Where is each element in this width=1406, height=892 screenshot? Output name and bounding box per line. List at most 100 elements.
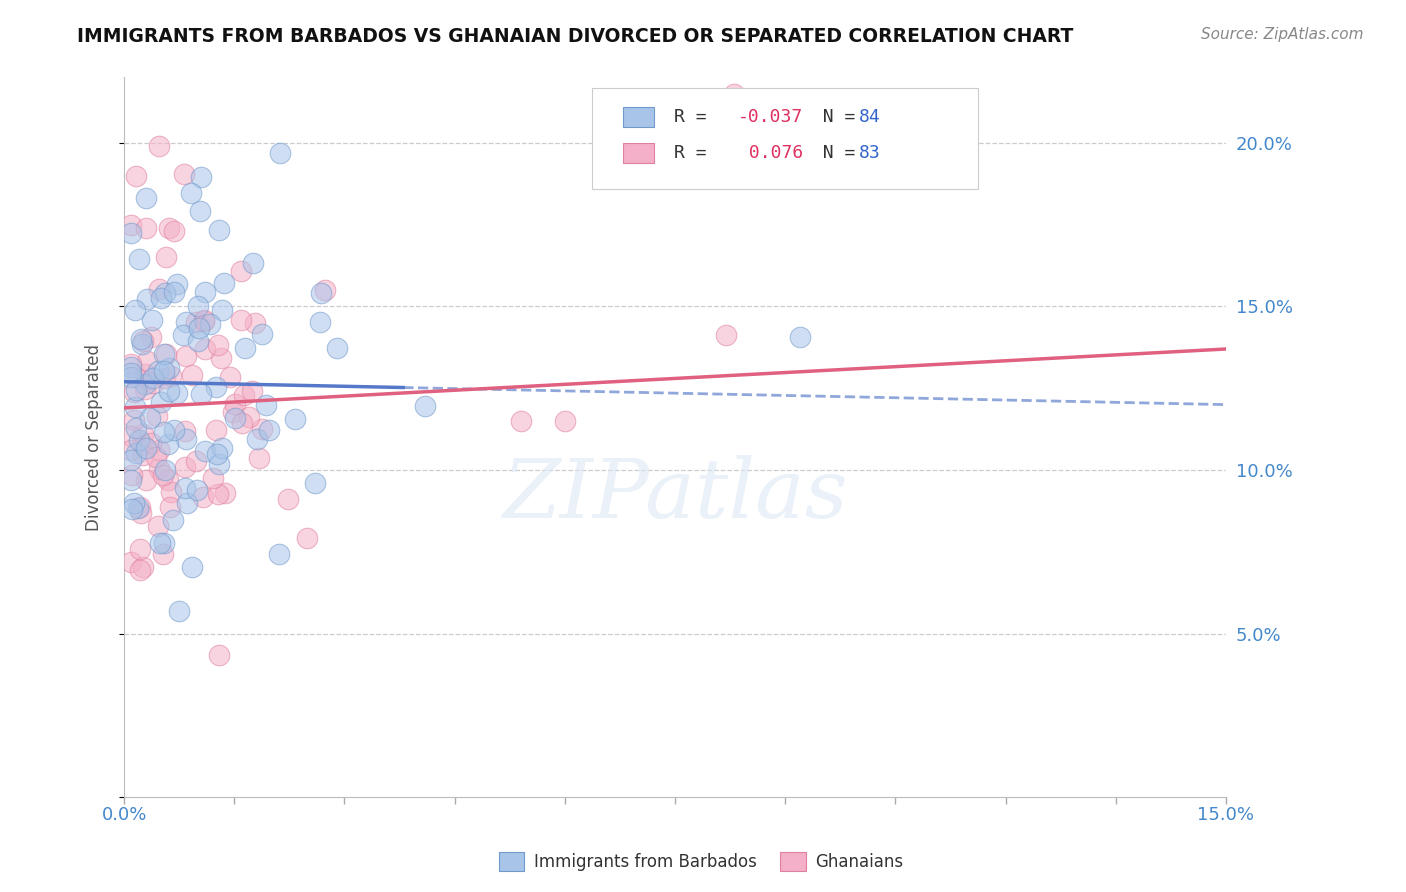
Point — [155, 347, 177, 361]
Point — [128, 434, 150, 448]
Point — [128, 252, 150, 266]
Point — [121, 367, 143, 381]
Point — [162, 423, 184, 437]
Point — [135, 373, 157, 387]
Point — [242, 256, 264, 270]
Point — [188, 203, 211, 218]
Text: 15.0%: 15.0% — [1198, 805, 1254, 824]
Point — [181, 559, 204, 574]
Point — [221, 404, 243, 418]
Point — [132, 438, 155, 452]
Point — [125, 445, 148, 459]
Point — [153, 536, 176, 550]
Point — [187, 300, 209, 314]
Point — [131, 426, 153, 441]
Point — [214, 486, 236, 500]
Point — [132, 449, 155, 463]
Text: -0.037: -0.037 — [738, 108, 803, 126]
FancyBboxPatch shape — [592, 88, 979, 189]
Point — [122, 496, 145, 510]
Point — [309, 315, 332, 329]
Point — [148, 282, 170, 296]
Point — [153, 285, 176, 300]
Point — [163, 224, 186, 238]
Point — [176, 496, 198, 510]
Point — [153, 425, 176, 440]
Point — [135, 442, 157, 456]
Point — [124, 401, 146, 415]
Y-axis label: Divorced or Separated: Divorced or Separated — [86, 343, 103, 531]
Point — [269, 145, 291, 160]
Point — [125, 370, 148, 384]
Point — [187, 334, 209, 348]
Point — [413, 399, 436, 413]
Point — [121, 226, 143, 240]
Point — [153, 364, 176, 378]
Point — [141, 436, 163, 450]
FancyBboxPatch shape — [623, 143, 654, 163]
Point — [186, 483, 208, 498]
Text: 84: 84 — [859, 108, 880, 126]
Point — [121, 218, 143, 232]
Point — [250, 422, 273, 436]
Point — [148, 462, 170, 476]
Point — [148, 519, 170, 533]
Point — [152, 547, 174, 561]
Point — [121, 429, 143, 443]
Text: R =: R = — [673, 108, 717, 126]
Point — [157, 384, 180, 398]
Point — [150, 395, 173, 409]
Text: Ghanaians: Ghanaians — [815, 853, 904, 871]
Point — [207, 223, 229, 237]
Point — [208, 457, 231, 471]
Point — [194, 285, 217, 299]
Point — [146, 409, 169, 424]
Point — [224, 397, 246, 411]
Point — [202, 470, 225, 484]
Point — [194, 444, 217, 458]
Point — [214, 276, 236, 290]
Text: R =: R = — [673, 144, 717, 162]
Point — [134, 368, 156, 382]
Point — [208, 648, 231, 662]
Point — [122, 413, 145, 427]
Point — [122, 385, 145, 400]
Point — [139, 330, 162, 344]
Point — [509, 414, 531, 428]
Point — [205, 380, 228, 394]
Point — [326, 341, 349, 355]
Point — [231, 313, 253, 327]
Point — [218, 370, 240, 384]
Point — [194, 342, 217, 356]
Point — [232, 388, 254, 402]
Point — [121, 467, 143, 482]
Point — [125, 169, 148, 183]
Point — [224, 410, 246, 425]
Point — [250, 326, 273, 341]
Point — [146, 363, 169, 377]
FancyBboxPatch shape — [623, 107, 654, 127]
Text: Source: ZipAtlas.com: Source: ZipAtlas.com — [1201, 27, 1364, 42]
Point — [240, 384, 263, 398]
Point — [121, 452, 143, 467]
Point — [150, 291, 173, 305]
Point — [723, 87, 745, 101]
Point — [162, 513, 184, 527]
Text: 83: 83 — [859, 144, 880, 162]
Point — [267, 547, 290, 561]
Point — [145, 450, 167, 464]
Point — [121, 501, 143, 516]
Point — [129, 332, 152, 346]
Point — [124, 303, 146, 318]
Text: N =: N = — [800, 144, 866, 162]
Point — [135, 220, 157, 235]
Point — [238, 409, 260, 424]
Point — [181, 368, 204, 383]
Point — [129, 506, 152, 520]
Point — [169, 604, 191, 618]
Point — [121, 359, 143, 374]
Point — [152, 347, 174, 361]
Point — [153, 371, 176, 385]
Point — [231, 416, 253, 430]
Point — [309, 286, 332, 301]
